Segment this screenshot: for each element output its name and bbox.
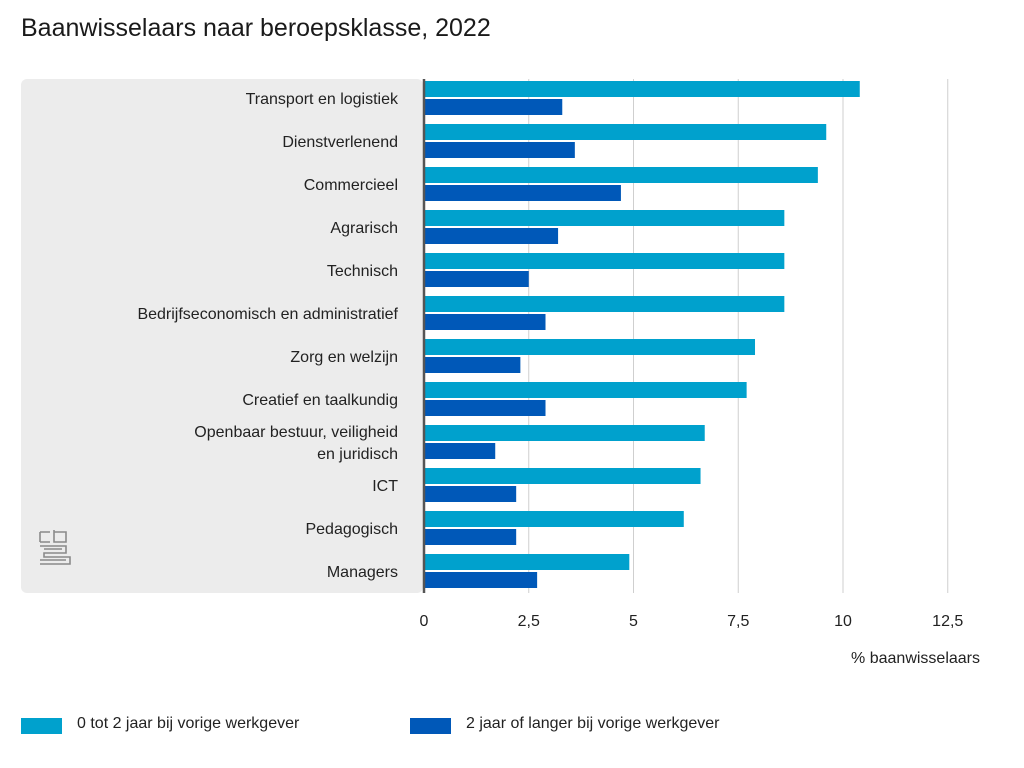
bar-series-2 xyxy=(424,443,496,459)
bar-series-2 xyxy=(424,99,563,115)
category-label: Creatief en taalkundig xyxy=(242,392,398,409)
category-label: Agrarisch xyxy=(330,220,398,237)
bar-series-2 xyxy=(424,314,546,330)
bar-series-1 xyxy=(424,554,630,570)
category-label: Managers xyxy=(327,564,398,581)
category-label: Pedagogisch xyxy=(305,521,398,538)
x-tick-label: 0 xyxy=(420,613,429,630)
cbs-logo xyxy=(39,530,71,565)
x-tick-label: 2,5 xyxy=(518,613,540,630)
bar-series-1 xyxy=(424,468,701,484)
category-label: Openbaar bestuur, veiligheid xyxy=(194,424,398,441)
bars xyxy=(424,81,860,588)
bar-series-2 xyxy=(424,271,529,287)
bar-series-1 xyxy=(424,339,756,355)
bar-series-1 xyxy=(424,511,684,527)
bar-series-1 xyxy=(424,253,785,269)
bar-series-2 xyxy=(424,529,517,545)
bar-series-2 xyxy=(424,142,575,158)
legend-swatch-series-1 xyxy=(21,718,62,734)
category-label: Transport en logistiek xyxy=(246,91,399,108)
legend-swatch-series-2 xyxy=(410,718,451,734)
bar-series-2 xyxy=(424,400,546,416)
category-labels: Transport en logistiek Dienstverlenend Com… xyxy=(137,91,399,581)
bar-series-2 xyxy=(424,572,538,588)
category-label: Commercieel xyxy=(304,177,398,194)
category-label: Dienstverlenend xyxy=(282,134,398,151)
gridlines xyxy=(528,79,949,593)
bar-series-1 xyxy=(424,425,705,441)
category-label: Technisch xyxy=(327,263,398,280)
bar-series-1 xyxy=(424,210,785,226)
bar-series-1 xyxy=(424,382,747,398)
category-label: Bedrijfseconomisch en administratief xyxy=(137,306,398,323)
bar-series-1 xyxy=(424,296,785,312)
bar-series-2 xyxy=(424,228,559,244)
bar-series-1 xyxy=(424,81,860,97)
bar-series-1 xyxy=(424,124,827,140)
x-axis-title: % baanwisselaars xyxy=(851,650,980,667)
bar-series-2 xyxy=(424,486,517,502)
legend-label-series-1: 0 tot 2 jaar bij vorige werkgever xyxy=(77,715,300,732)
plot-background xyxy=(21,79,423,593)
bar-series-2 xyxy=(424,185,621,201)
x-tick-label: 12,5 xyxy=(932,613,963,630)
x-tick-label: 10 xyxy=(834,613,852,630)
chart-title: Baanwisselaars naar beroepsklasse, 2022 xyxy=(21,14,491,42)
bar-series-2 xyxy=(424,357,521,373)
x-tick-labels: 0 2,5 5 7,5 10 12,5 xyxy=(420,613,964,630)
bar-series-1 xyxy=(424,167,818,183)
category-label: en juridisch xyxy=(317,446,398,463)
legend-label-series-2: 2 jaar of langer bij vorige werkgever xyxy=(466,715,720,732)
category-label: ICT xyxy=(372,478,398,495)
x-tick-label: 7,5 xyxy=(727,613,749,630)
category-label: Zorg en welzijn xyxy=(290,349,398,366)
x-tick-label: 5 xyxy=(629,613,638,630)
